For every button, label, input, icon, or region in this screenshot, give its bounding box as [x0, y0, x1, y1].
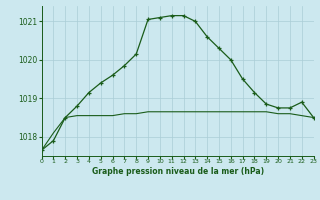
X-axis label: Graphe pression niveau de la mer (hPa): Graphe pression niveau de la mer (hPa) [92, 167, 264, 176]
